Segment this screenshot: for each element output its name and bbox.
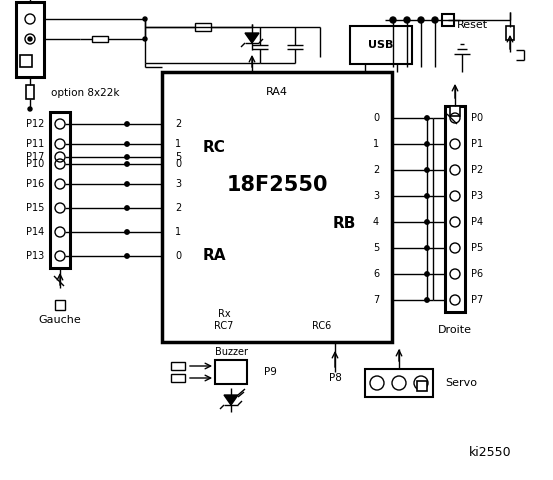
Circle shape — [425, 220, 429, 224]
Bar — [171, 374, 185, 382]
Bar — [450, 106, 460, 116]
Text: USB: USB — [368, 40, 394, 50]
Text: RC: RC — [202, 140, 226, 155]
Polygon shape — [224, 395, 238, 405]
Text: 18F2550: 18F2550 — [226, 175, 328, 195]
Text: P8: P8 — [328, 373, 341, 383]
Text: Droite: Droite — [438, 325, 472, 335]
Text: P0: P0 — [471, 113, 483, 123]
Circle shape — [125, 254, 129, 258]
Bar — [350, 26, 412, 64]
Text: P13: P13 — [26, 251, 44, 261]
Text: option 8x22k: option 8x22k — [51, 88, 119, 98]
Text: Reset: Reset — [457, 20, 488, 30]
Bar — [442, 14, 454, 26]
Text: 0: 0 — [373, 113, 379, 123]
Circle shape — [28, 107, 32, 111]
Text: Servo: Servo — [445, 378, 477, 388]
Text: 0: 0 — [175, 251, 181, 261]
Bar — [50, 112, 70, 268]
Circle shape — [432, 17, 438, 23]
Circle shape — [425, 272, 429, 276]
Bar — [215, 360, 247, 384]
Polygon shape — [245, 33, 259, 43]
Text: P2: P2 — [471, 165, 483, 175]
Text: P11: P11 — [26, 139, 44, 149]
Text: 4: 4 — [373, 217, 379, 227]
Circle shape — [125, 206, 129, 210]
Bar — [445, 106, 465, 312]
Text: RC7: RC7 — [215, 321, 234, 331]
Bar — [162, 72, 392, 342]
Text: ki2550: ki2550 — [469, 445, 512, 458]
Text: 0: 0 — [175, 159, 181, 169]
Circle shape — [390, 17, 396, 23]
Text: P4: P4 — [471, 217, 483, 227]
Bar — [55, 300, 65, 310]
Text: 3: 3 — [373, 191, 379, 201]
Circle shape — [418, 17, 424, 23]
Text: Buzzer: Buzzer — [215, 347, 248, 357]
Circle shape — [125, 182, 129, 186]
Text: P9: P9 — [264, 367, 276, 377]
Circle shape — [125, 162, 129, 166]
Text: P12: P12 — [25, 119, 44, 129]
Text: P5: P5 — [471, 243, 483, 253]
Bar — [506, 26, 514, 40]
Bar — [20, 55, 32, 67]
Circle shape — [425, 246, 429, 250]
Text: 1: 1 — [175, 139, 181, 149]
Text: P1: P1 — [471, 139, 483, 149]
Bar — [92, 36, 108, 42]
Text: P17: P17 — [25, 152, 44, 162]
Text: 1: 1 — [175, 227, 181, 237]
Text: 2: 2 — [175, 203, 181, 213]
Text: P15: P15 — [25, 203, 44, 213]
Circle shape — [425, 194, 429, 198]
Text: P3: P3 — [471, 191, 483, 201]
Circle shape — [143, 17, 147, 21]
Circle shape — [143, 37, 147, 41]
Circle shape — [28, 37, 32, 41]
Circle shape — [125, 142, 129, 146]
Text: 3: 3 — [175, 179, 181, 189]
Bar — [16, 2, 44, 77]
Text: P7: P7 — [471, 295, 483, 305]
Text: 5: 5 — [175, 152, 181, 162]
Text: RB: RB — [332, 216, 356, 231]
Text: 6: 6 — [373, 269, 379, 279]
Text: 1: 1 — [373, 139, 379, 149]
Circle shape — [404, 17, 410, 23]
Text: RC6: RC6 — [312, 321, 332, 331]
Text: P10: P10 — [26, 159, 44, 169]
Text: Rx: Rx — [218, 309, 230, 319]
Text: 2: 2 — [175, 119, 181, 129]
Circle shape — [125, 230, 129, 234]
Text: 2: 2 — [373, 165, 379, 175]
Circle shape — [425, 298, 429, 302]
Text: P6: P6 — [471, 269, 483, 279]
Text: Gauche: Gauche — [39, 315, 81, 325]
Text: 5: 5 — [373, 243, 379, 253]
Text: RA: RA — [202, 248, 226, 263]
Circle shape — [125, 122, 129, 126]
Circle shape — [425, 168, 429, 172]
Text: RA4: RA4 — [266, 87, 288, 97]
Text: P16: P16 — [26, 179, 44, 189]
Text: 7: 7 — [373, 295, 379, 305]
Bar — [171, 362, 185, 370]
Text: P14: P14 — [26, 227, 44, 237]
Circle shape — [425, 142, 429, 146]
Bar — [417, 381, 427, 391]
Bar — [195, 23, 211, 31]
Bar — [365, 369, 433, 397]
Circle shape — [425, 116, 429, 120]
Bar — [26, 85, 34, 99]
Circle shape — [125, 155, 129, 159]
